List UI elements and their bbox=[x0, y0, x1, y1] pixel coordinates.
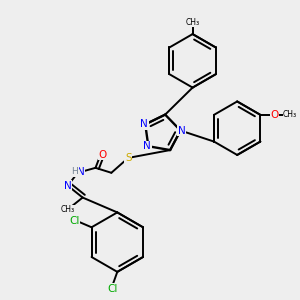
Text: Cl: Cl bbox=[70, 216, 80, 226]
Text: N: N bbox=[143, 141, 151, 151]
Text: N: N bbox=[140, 119, 148, 129]
Text: N: N bbox=[77, 167, 85, 177]
Text: H: H bbox=[71, 167, 78, 176]
Text: N: N bbox=[64, 181, 72, 191]
Text: CH₃: CH₃ bbox=[61, 205, 75, 214]
Text: CH₃: CH₃ bbox=[283, 110, 297, 119]
Text: N: N bbox=[178, 125, 185, 136]
Text: O: O bbox=[270, 110, 278, 120]
Text: Cl: Cl bbox=[107, 284, 118, 294]
Text: S: S bbox=[125, 153, 131, 163]
Text: CH₃: CH₃ bbox=[185, 18, 200, 27]
Text: O: O bbox=[98, 150, 106, 160]
